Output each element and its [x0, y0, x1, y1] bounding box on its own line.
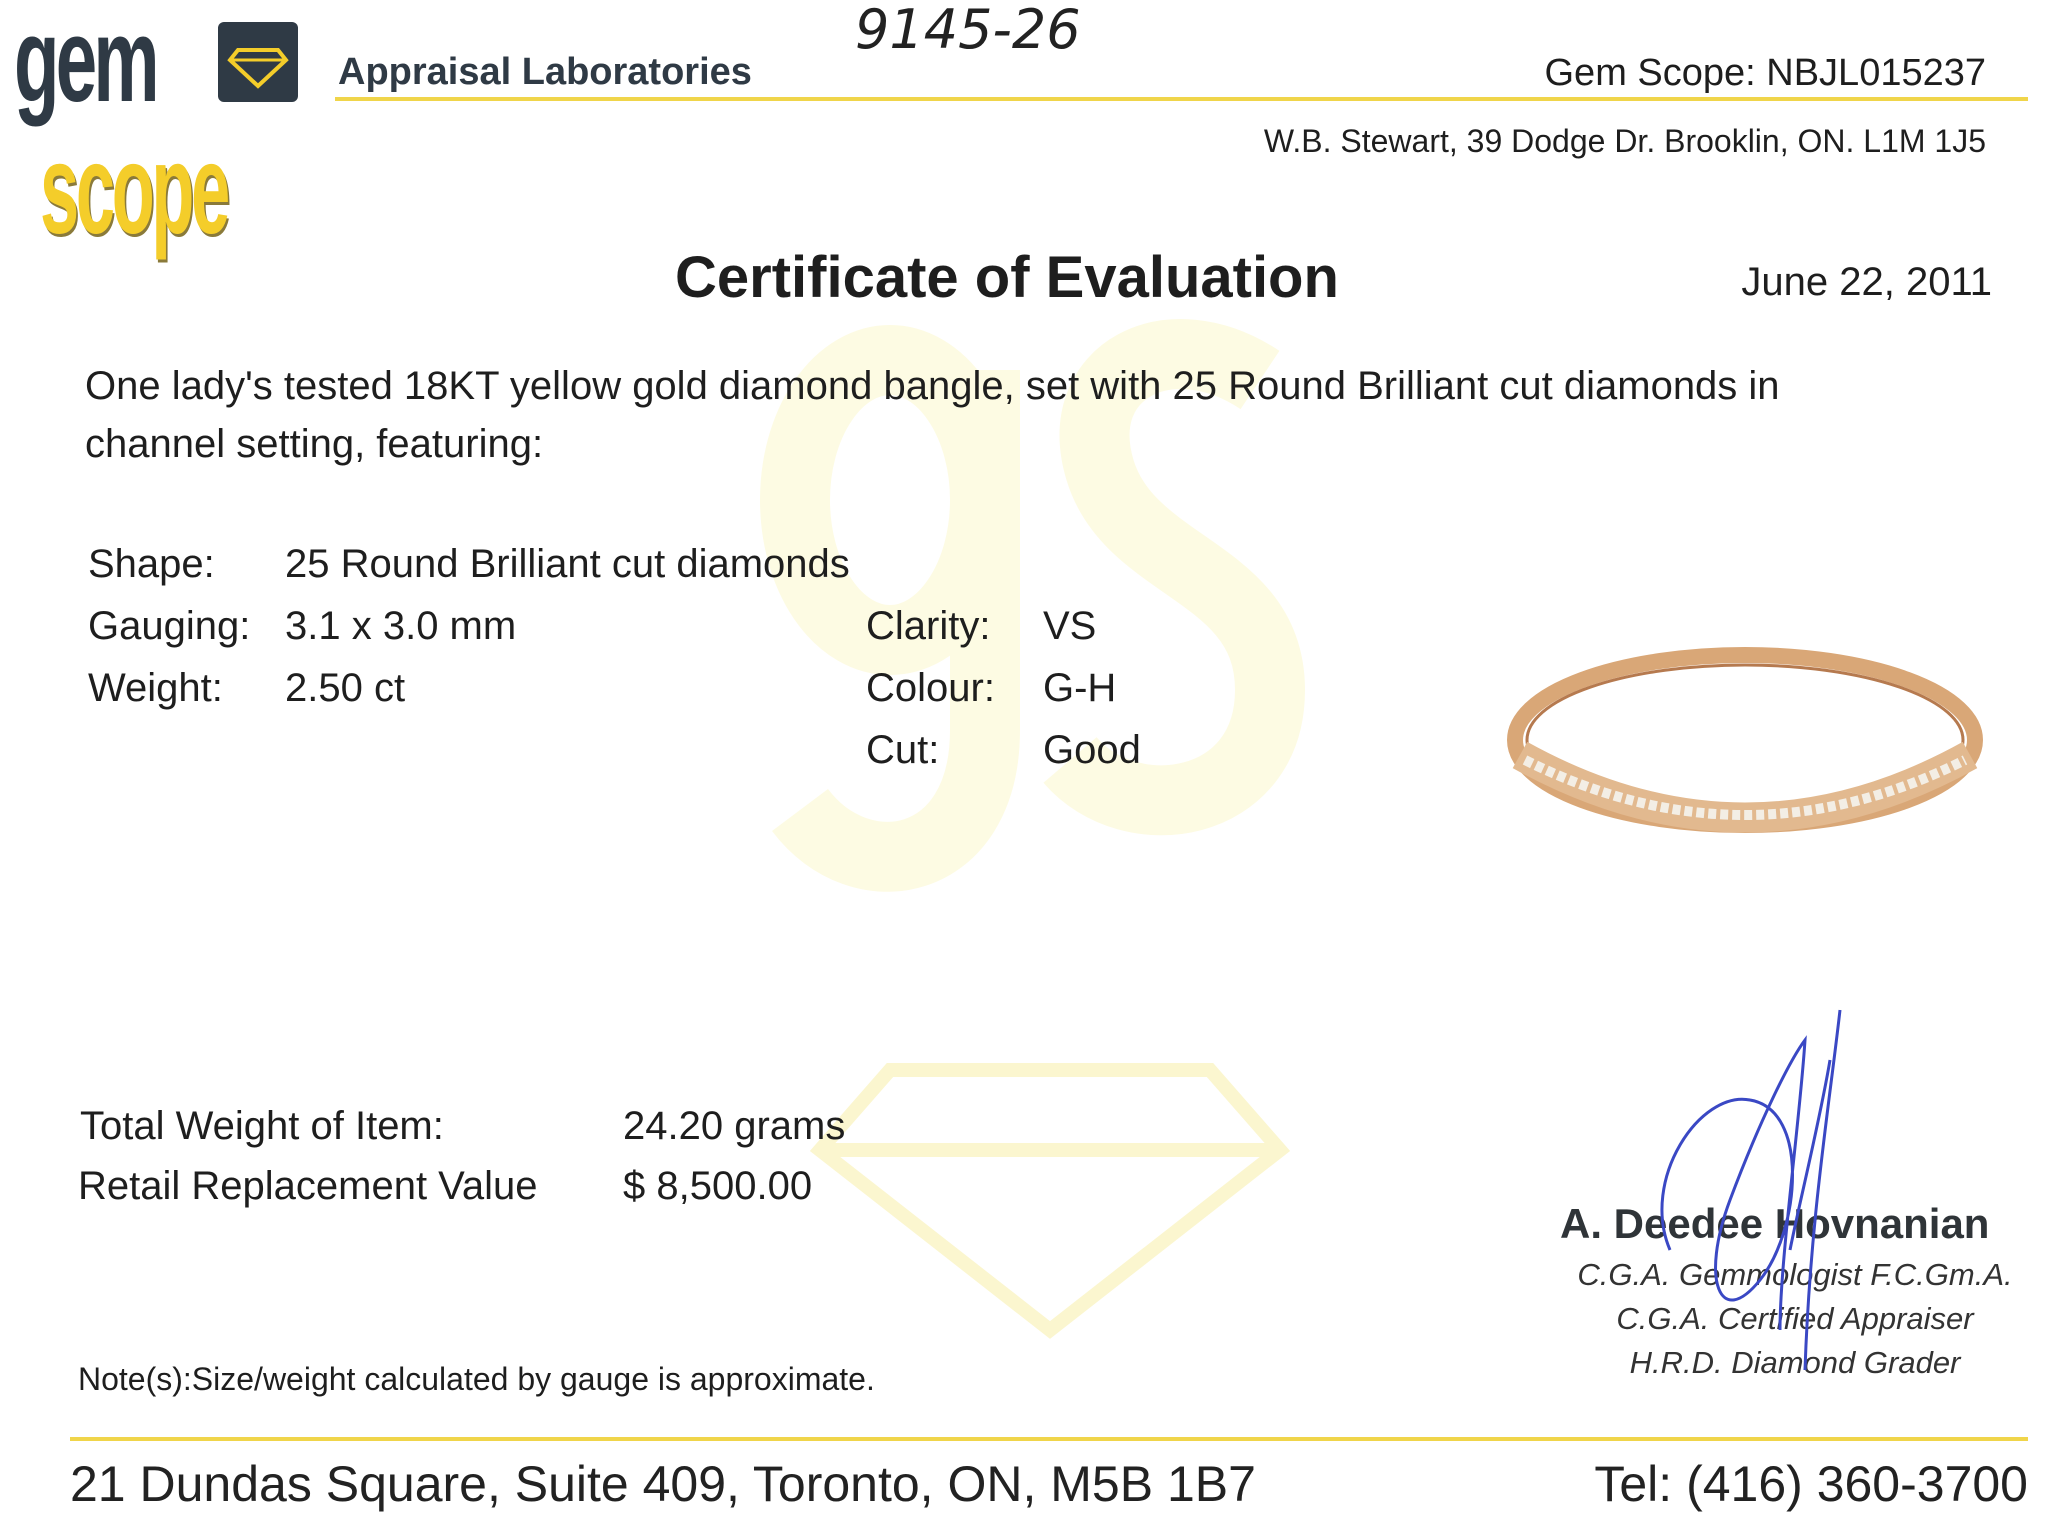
handwritten-reference: 9145-26 — [855, 0, 1081, 61]
certificate-title: Certificate of Evaluation — [675, 245, 1339, 310]
lab-name: Appraisal Laboratories — [338, 51, 752, 93]
weight-label: Weight: — [88, 666, 223, 710]
certificate-date: June 22, 2011 — [1741, 260, 1992, 304]
diamond-icon — [227, 48, 289, 89]
replacement-value-label: Retail Replacement Value — [78, 1164, 538, 1208]
footer-address: 21 Dundas Square, Suite 409, Toronto, ON… — [70, 1456, 1256, 1512]
footer-phone: Tel: (416) 360-3700 — [1594, 1456, 2028, 1512]
footer-divider — [70, 1437, 2028, 1441]
address: W.B. Stewart, 39 Dodge Dr. Brooklin, ON.… — [1263, 123, 1986, 159]
cut-value: Good — [1043, 728, 1141, 772]
clarity-label: Clarity: — [866, 604, 991, 648]
total-weight-label: Total Weight of Item: — [80, 1104, 444, 1148]
replacement-value: $ 8,500.00 — [623, 1164, 813, 1208]
logo-gem: gem — [14, 0, 160, 127]
colour-label: Colour: — [866, 666, 995, 710]
signatory-title-2: C.G.A. Certified Appraiser — [1616, 1301, 1974, 1336]
gauging-value: 3.1 x 3.0 mm — [285, 604, 517, 648]
colour-value: G-H — [1043, 666, 1117, 710]
logo-diamond-box — [218, 22, 298, 102]
signatory-title-1: C.G.A. Gemmologist F.C.Gm.A. — [1577, 1257, 2013, 1292]
cut-label: Cut: — [866, 728, 940, 772]
signatory-title-3: H.R.D. Diamond Grader — [1629, 1345, 1961, 1380]
clarity-value: VS — [1043, 604, 1097, 648]
watermark-diamond-icon — [809, 1063, 1291, 1339]
header-divider — [335, 97, 2028, 101]
description-line-1: One lady's tested 18KT yellow gold diamo… — [85, 364, 1780, 408]
signatory-name: A. Deedee Hovnanian — [1560, 1200, 1990, 1247]
watermark-gs-shape — [760, 319, 1306, 892]
shape-value: 25 Round Brilliant cut diamonds — [285, 542, 850, 586]
shape-label: Shape: — [88, 542, 215, 586]
bangle-photo — [1507, 647, 1983, 833]
total-weight-value: 24.20 grams — [623, 1104, 846, 1148]
watermark-logo — [760, 319, 1306, 1339]
logo-scope: scope — [40, 118, 230, 261]
description-line-2: channel setting, featuring: — [85, 422, 544, 466]
weight-value: 2.50 ct — [285, 666, 406, 710]
gauging-label: Gauging: — [88, 604, 251, 648]
note: Note(s):Size/weight calculated by gauge … — [78, 1361, 875, 1397]
gem-scope-id: Gem Scope: NBJL015237 — [1544, 52, 1987, 94]
signature — [1660, 1009, 1842, 1371]
